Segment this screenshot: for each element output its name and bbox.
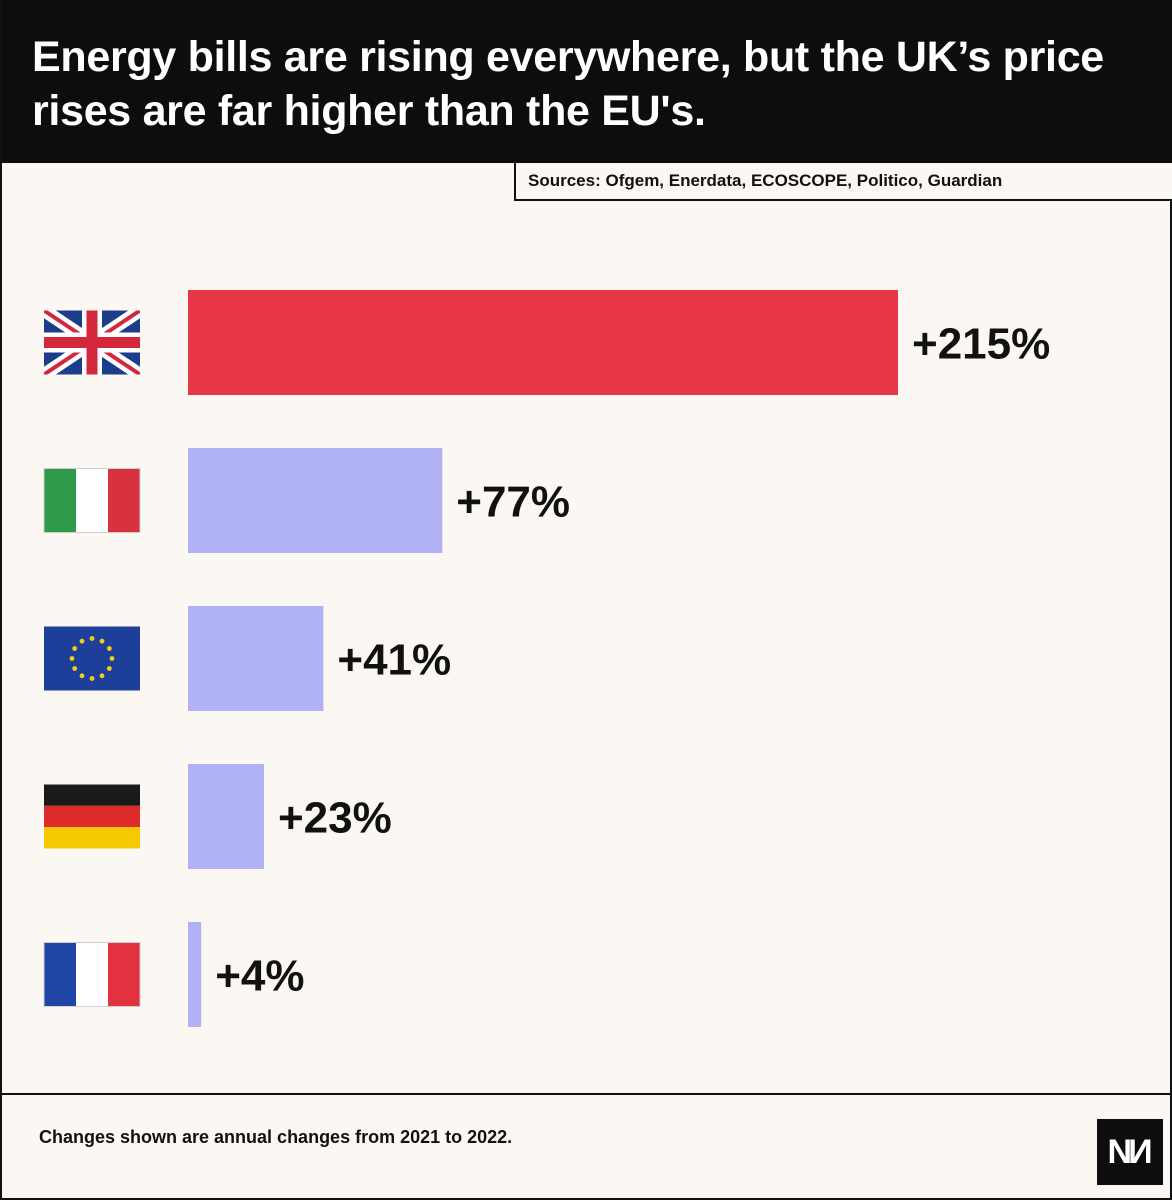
bars-group [188, 290, 898, 1027]
bar-chart: +215% +77% +41% +23% +4% [43, 290, 1050, 1027]
bar-germany [188, 764, 264, 869]
sources-note: Sources: Ofgem, Enerdata, ECOSCOPE, Poli… [514, 163, 1172, 201]
bar-united-kingdom [188, 290, 898, 395]
value-label: +41% [337, 636, 451, 685]
footer-bar: Changes shown are annual changes from 20… [2, 1093, 1172, 1200]
france-flag-icon [43, 942, 141, 1007]
uk-flag-icon [44, 310, 140, 375]
italy-flag-icon [43, 468, 141, 533]
bar-european-union [188, 606, 324, 711]
bar-france [188, 922, 202, 1027]
value-label: +4% [215, 952, 304, 1001]
bar-italy [188, 448, 443, 553]
publisher-logo: NN [1097, 1119, 1163, 1185]
value-label: +77% [456, 478, 570, 527]
flag-column [43, 310, 141, 1007]
footnote: Changes shown are annual changes from 20… [39, 1127, 513, 1147]
eu-flag-icon [44, 626, 140, 691]
header-bar: Energy bills are rising everywhere, but … [2, 0, 1172, 163]
germany-flag-icon [44, 784, 140, 849]
value-label: +215% [912, 320, 1050, 369]
chart-title: Energy bills are rising everywhere, but … [32, 33, 1104, 135]
value-label: +23% [278, 794, 392, 843]
value-labels-group: +215% +77% +41% +23% +4% [215, 320, 1050, 1001]
